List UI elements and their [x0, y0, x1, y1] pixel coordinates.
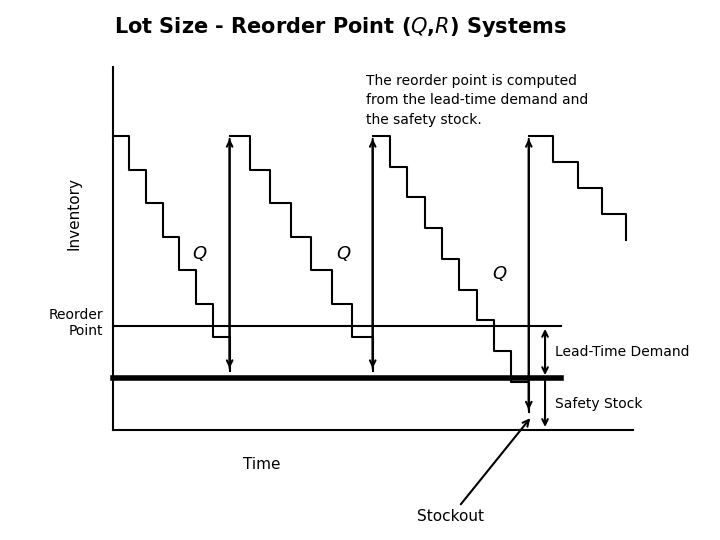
Text: Time: Time	[243, 457, 281, 472]
Text: Stockout: Stockout	[418, 420, 528, 524]
Title: Lot Size - Reorder Point ($\mathit{Q}$,$\mathit{R}$) Systems: Lot Size - Reorder Point ($\mathit{Q}$,$…	[114, 15, 567, 39]
Text: Q: Q	[193, 245, 207, 262]
Text: Inventory: Inventory	[66, 177, 81, 251]
Text: Q: Q	[336, 245, 350, 262]
Text: The reorder point is computed
from the lead-time demand and
the safety stock.: The reorder point is computed from the l…	[366, 74, 588, 127]
Text: Reorder
Point: Reorder Point	[48, 308, 103, 338]
Text: Lead-Time Demand: Lead-Time Demand	[555, 345, 689, 359]
Text: Q: Q	[492, 265, 506, 284]
Text: Safety Stock: Safety Stock	[555, 397, 642, 411]
